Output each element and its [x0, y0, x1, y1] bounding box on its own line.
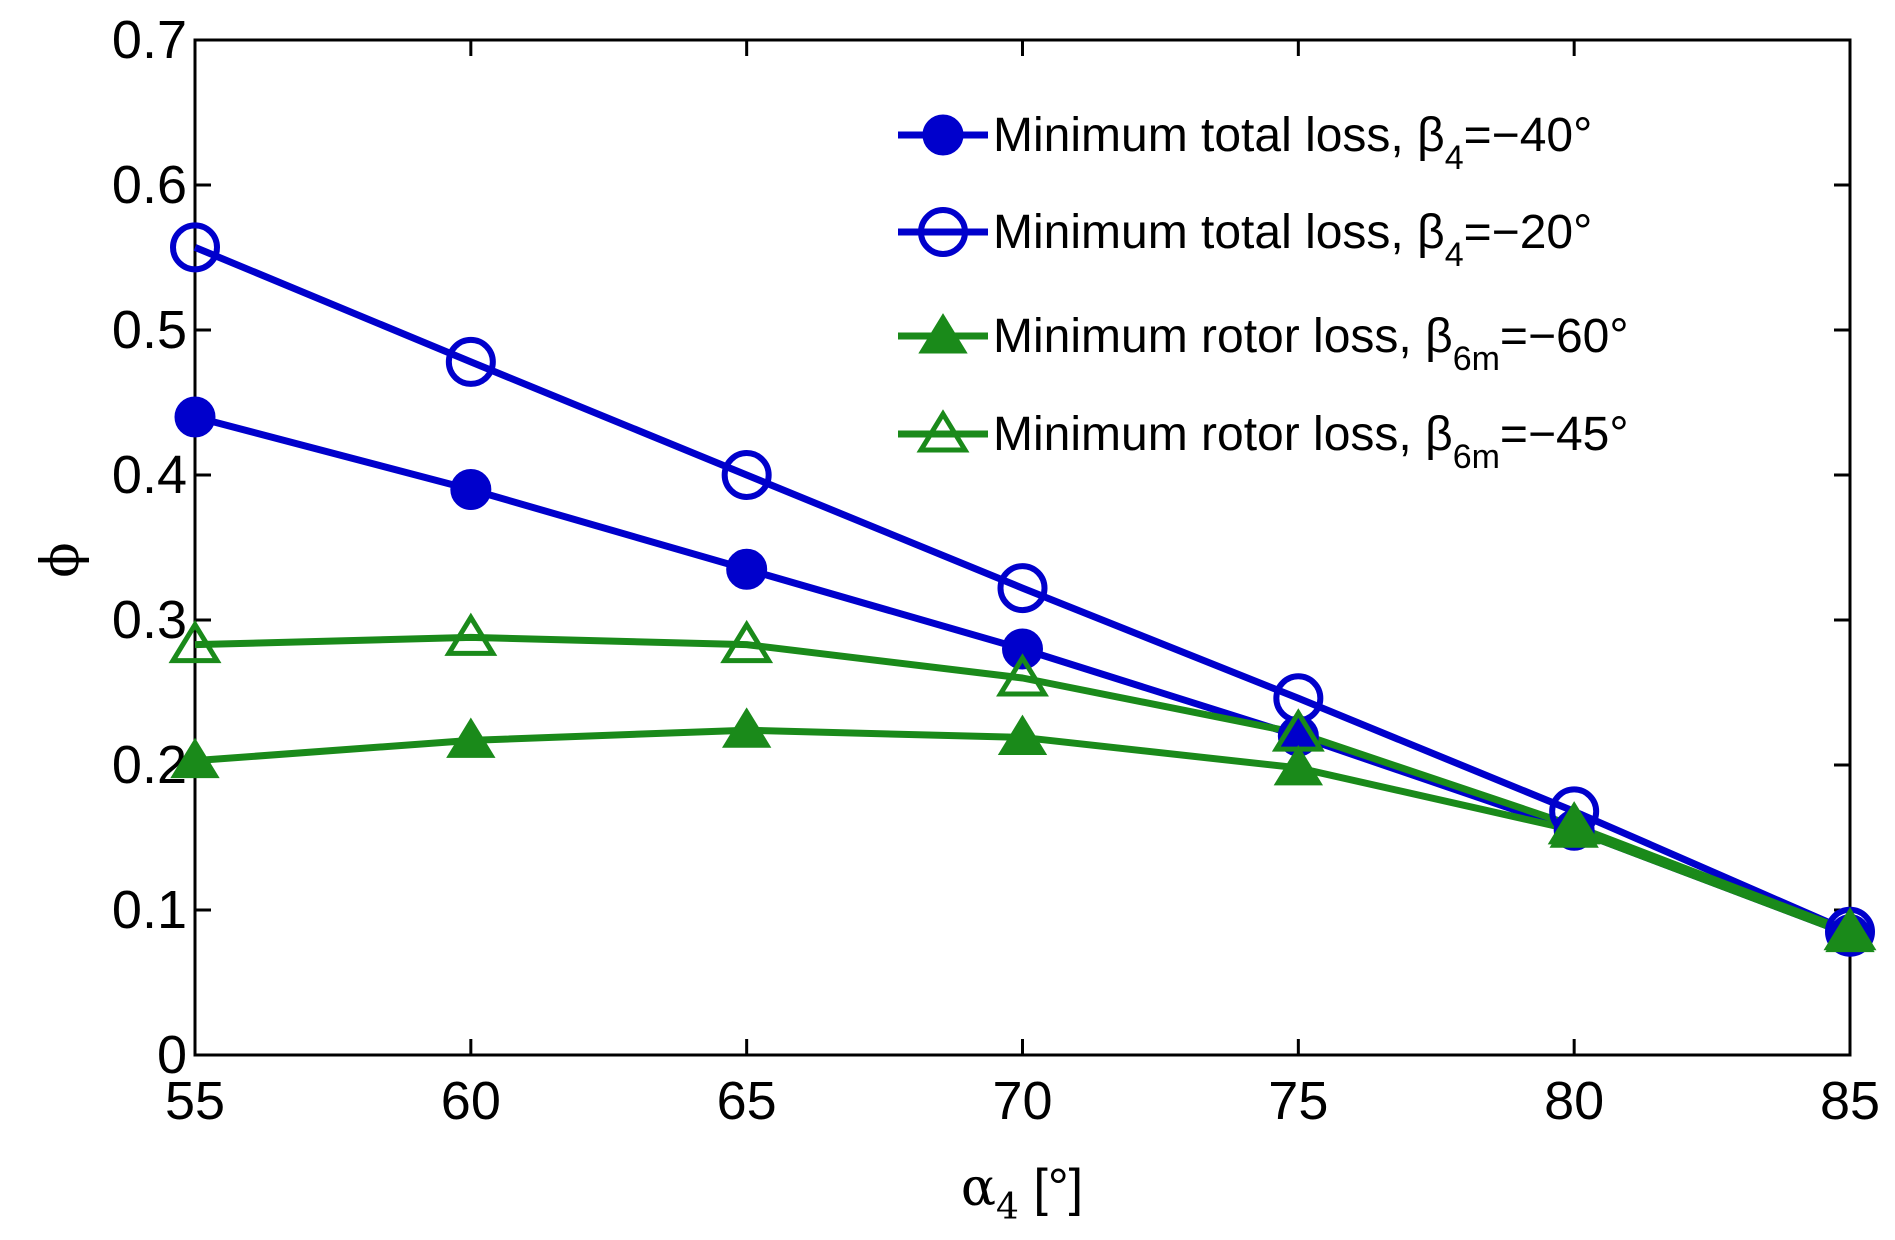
plot-area	[193, 38, 1852, 1057]
legend-label-main: Minimum rotor loss, β	[993, 408, 1453, 461]
legend-label-main: Minimum total loss, β	[993, 109, 1445, 162]
data-point-s2-3	[997, 714, 1048, 755]
legend-label-sub: 4	[1445, 139, 1464, 177]
y-tick-label: 0.7	[112, 10, 187, 70]
data-point-s3-1	[444, 612, 498, 656]
data-point-s2-4	[1273, 745, 1324, 786]
data-point-s3-4	[1271, 708, 1325, 752]
legend-label-main: Minimum rotor loss, β	[993, 310, 1453, 363]
legend-marker-2	[918, 313, 968, 354]
y-tick-label: 0.6	[112, 155, 187, 215]
legend-marker-1	[918, 207, 968, 257]
x-tick-label: 65	[717, 1071, 777, 1131]
legend-label-2: Minimum rotor loss, β6m=−60°	[993, 310, 1629, 378]
y-tick-label: 0.4	[112, 445, 187, 505]
data-point-s0-2	[726, 548, 768, 590]
data-point-s3-6	[1823, 906, 1877, 951]
legend-label-0: Minimum total loss, β4=−40°	[993, 109, 1592, 177]
legend-label-sub: 6m	[1453, 340, 1500, 378]
data-point-s3-3	[996, 653, 1049, 697]
legend-label-tail: =−20°	[1464, 206, 1593, 259]
data-point-s0-0	[174, 396, 216, 438]
data-point-s3-2	[720, 619, 774, 664]
data-point-s1-2	[721, 450, 772, 500]
legend-label-tail: =−40°	[1464, 109, 1593, 162]
legend: Minimum total loss, β4=−40°Minimum total…	[898, 109, 1629, 476]
data-point-s3-0	[168, 619, 222, 664]
y-tick-label: 0.1	[112, 880, 187, 940]
legend-label-tail: =−60°	[1500, 310, 1629, 363]
data-point-s1-0	[170, 222, 220, 273]
legend-label-1: Minimum total loss, β4=−20°	[993, 206, 1592, 274]
x-axis-label: α4 [°]	[961, 1158, 1083, 1228]
data-point-s2-0	[170, 737, 220, 779]
legend-label-tail: =−45°	[1500, 408, 1629, 461]
data-point-s3-5	[1547, 801, 1601, 845]
y-axis-label: ϕ	[31, 542, 91, 577]
series-markers	[168, 222, 1877, 957]
x-axis-label-unit: [°]	[1019, 1159, 1083, 1217]
legend-label-3: Minimum rotor loss, β6m=−45°	[993, 408, 1629, 476]
legend-marker-0	[922, 114, 964, 156]
legend-label-main: Minimum total loss, β	[993, 206, 1445, 259]
data-point-s1-4	[1273, 673, 1324, 724]
x-tick-label: 55	[165, 1071, 225, 1131]
data-point-s2-1	[446, 717, 496, 758]
legend-label-sub: 6m	[1453, 438, 1500, 476]
data-point-s1-3	[997, 563, 1048, 614]
x-tick-label: 60	[441, 1071, 501, 1131]
x-axis-label-subscript: 4	[996, 1187, 1019, 1228]
data-point-s0-3	[1002, 628, 1043, 670]
x-tick-label: 85	[1820, 1071, 1880, 1131]
x-tick-label: 70	[992, 1071, 1052, 1131]
y-tick-label: 0.3	[112, 590, 187, 650]
x-tick-label: 75	[1268, 1071, 1328, 1131]
axis-ticks: 55 60 65 70 75 80 85 0 0.1 0.2 0.3 0.4 0.5 0.6 0.7	[112, 10, 1880, 1131]
y-tick-label: 0.5	[112, 300, 187, 360]
data-point-s0-1	[450, 469, 492, 510]
x-axis-label-symbol: α	[961, 1158, 996, 1218]
y-tick-label: 0.2	[112, 735, 187, 795]
data-point-s1-1	[445, 336, 496, 387]
y-tick-label: 0	[157, 1025, 187, 1085]
data-point-s2-2	[721, 707, 772, 748]
x-tick-label: 80	[1544, 1071, 1604, 1131]
legend-marker-3	[916, 409, 970, 453]
legend-label-sub: 4	[1445, 236, 1464, 274]
